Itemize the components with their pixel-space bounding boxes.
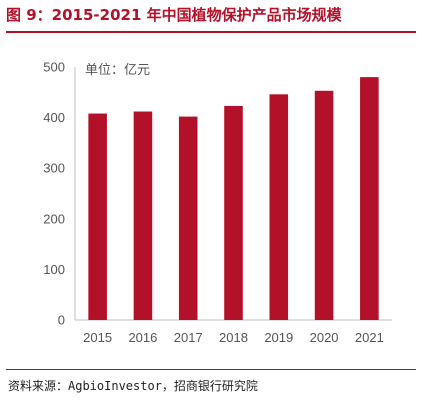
x-tick-labels: 2015 2016 2017 2018 2019 2020 2021 [83, 330, 384, 345]
chart-bars [88, 77, 379, 321]
x-tick-label: 2020 [310, 330, 339, 345]
y-tick-label: 500 [43, 60, 65, 75]
bar-2015 [88, 113, 107, 320]
y-tick-label: 300 [43, 161, 65, 176]
y-tick-labels: 0 100 200 300 400 500 [43, 60, 65, 328]
x-tick-label: 2017 [174, 330, 203, 345]
x-tick-label: 2019 [264, 330, 293, 345]
y-tick-label: 400 [43, 110, 65, 125]
x-tick-label: 2015 [83, 330, 112, 345]
bar-2016 [133, 111, 153, 320]
x-tick-label: 2016 [128, 330, 157, 345]
y-tick-label: 200 [43, 211, 65, 226]
bar-chart: 2015 2016 2017 2018 2019 2020 2021 0 100 200 300 4… [43, 60, 392, 345]
x-tick-label: 2018 [219, 330, 248, 345]
title-divider [6, 31, 416, 33]
chart-figure-title: 图 9：2015-2021 年中国植物保护产品市场规模 [6, 6, 342, 24]
x-tick-label: 2021 [355, 330, 384, 345]
unit-label: 单位：亿元 [85, 63, 150, 78]
source-note: 资料来源：AgbioInvestor，招商银行研究院 [8, 379, 258, 393]
y-tick-label: 100 [43, 262, 65, 277]
footer-divider [6, 369, 416, 370]
bar-2020 [314, 90, 334, 320]
bar-2019 [269, 94, 289, 320]
bar-2021 [360, 77, 379, 321]
bar-2018 [224, 105, 243, 320]
bar-2017 [178, 116, 198, 320]
y-tick-label: 0 [58, 313, 65, 328]
